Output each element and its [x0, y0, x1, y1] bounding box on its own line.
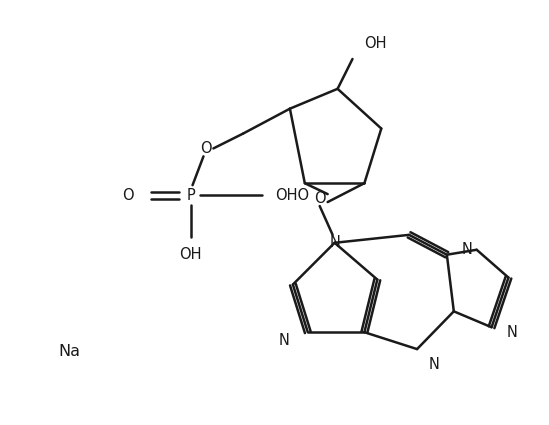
Text: N: N: [507, 325, 517, 340]
Text: O: O: [122, 187, 134, 203]
Text: OH: OH: [180, 247, 202, 262]
Text: N: N: [462, 242, 473, 257]
Text: P: P: [186, 187, 195, 203]
Text: N: N: [329, 235, 340, 250]
Text: O: O: [200, 141, 211, 156]
Text: OHO: OHO: [275, 187, 309, 203]
Text: Na: Na: [58, 343, 80, 359]
Text: N: N: [429, 357, 440, 372]
Text: O: O: [314, 190, 326, 206]
Text: OH: OH: [365, 36, 387, 51]
Text: N: N: [279, 333, 290, 348]
